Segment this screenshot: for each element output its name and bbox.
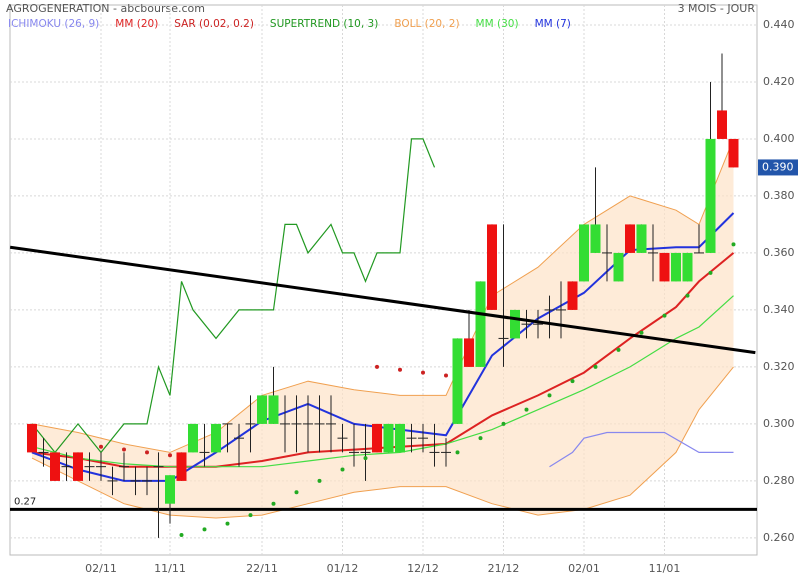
sar-dot — [145, 450, 149, 455]
indicator-line — [31, 138, 436, 454]
candle-body — [27, 423, 37, 453]
band-upper — [31, 138, 734, 453]
sar-dot — [398, 367, 402, 372]
candle-body — [475, 281, 486, 367]
candle-body — [452, 338, 463, 424]
sar-dot — [99, 444, 103, 449]
y-tick-label: 0.340 — [763, 303, 795, 316]
candle-body — [671, 252, 681, 282]
trend-line — [9, 245, 756, 355]
sar-dot — [363, 456, 368, 461]
legend-entry: ICHIMOKU (26, 9) — [8, 18, 99, 30]
candle-body — [395, 423, 405, 453]
sar-dot — [731, 242, 736, 247]
sar-dot — [444, 373, 448, 378]
sar-dot — [179, 533, 184, 538]
sar-dot — [202, 527, 207, 532]
candle-body — [165, 475, 175, 504]
y-tick-label: 0.320 — [763, 360, 795, 373]
x-tick-label: 22/11 — [246, 562, 278, 575]
candle-body — [188, 423, 198, 453]
sar-dot — [168, 453, 172, 458]
candle-body — [268, 395, 279, 424]
x-tick-label: 11/01 — [649, 562, 681, 575]
price-tag — [758, 159, 798, 176]
candle-body — [613, 252, 624, 282]
sar-dot — [122, 447, 126, 452]
x-tick-label: 02/11 — [85, 562, 117, 575]
candle-body — [257, 395, 267, 424]
x-tick-label: 11/11 — [154, 562, 186, 575]
sar-dot — [271, 501, 276, 506]
sar-dot — [524, 407, 529, 412]
sar-dot — [248, 513, 253, 518]
sar-dot — [225, 521, 230, 526]
sar-dot — [547, 393, 552, 398]
legend-entry: MM (7) — [535, 18, 571, 30]
y-tick-label: 0.260 — [763, 531, 795, 544]
y-tick-label: 0.440 — [763, 18, 795, 31]
sar-dot — [294, 490, 299, 495]
sar-dot — [501, 421, 506, 426]
sar-dot — [317, 478, 322, 483]
candle-body — [464, 338, 474, 367]
candle-body — [73, 452, 83, 481]
legend-entry: BOLL (20, 2) — [394, 18, 459, 30]
chart-title: AGROGENERATION - abcbourse.com — [6, 2, 205, 15]
indicator-line — [549, 431, 734, 468]
candle-body — [211, 423, 221, 453]
sar-dot — [639, 330, 644, 335]
sar-dot — [340, 467, 345, 472]
y-tick-label: 0.400 — [763, 132, 795, 145]
x-tick-label: 01/12 — [327, 562, 359, 575]
chart-subtitle: 3 MOIS - JOUR — [678, 2, 756, 15]
candle-body — [682, 252, 693, 282]
candle-body — [383, 423, 394, 453]
candle-body — [625, 224, 635, 253]
sar-dot — [570, 379, 575, 384]
candle-body — [636, 224, 647, 253]
sar-dot — [662, 313, 667, 318]
y-tick-label: 0.300 — [763, 417, 795, 430]
sar-dot — [421, 370, 425, 375]
candle-body — [176, 452, 187, 481]
candle-body — [705, 138, 716, 253]
sar-dot — [708, 270, 713, 275]
sar-dot — [593, 364, 598, 369]
candle-body — [510, 309, 520, 339]
candle-body — [487, 224, 497, 310]
band-area — [32, 138, 734, 518]
plot-layer — [9, 5, 757, 555]
x-tick-label: 02/01 — [568, 562, 600, 575]
legend-entry: SAR (0.02, 0.2) — [174, 18, 254, 30]
sar-dot — [478, 436, 483, 441]
candle-body — [659, 252, 670, 282]
sar-dot — [616, 347, 621, 352]
candle-body — [579, 224, 589, 282]
y-tick-label: 0.380 — [763, 189, 795, 202]
support-label: 0.27 — [14, 496, 36, 507]
legend-entry: MM (30) — [476, 18, 519, 30]
legend-entry: MM (20) — [115, 18, 158, 30]
candle-body — [50, 452, 60, 481]
y-tick-label: 0.420 — [763, 75, 795, 88]
sar-dot — [455, 450, 460, 455]
price-tag-label: 0.390 — [762, 160, 794, 173]
candle-body — [717, 110, 727, 139]
y-tick-label: 0.280 — [763, 474, 795, 487]
candle-body — [372, 423, 382, 453]
band-lower — [31, 366, 734, 519]
sar-dot — [685, 293, 690, 298]
candle-body — [567, 281, 578, 310]
legend-entry: SUPERTREND (10, 3) — [270, 18, 378, 30]
sar-dot — [375, 364, 379, 369]
candle-body — [590, 224, 601, 253]
y-tick-label: 0.360 — [763, 246, 795, 259]
x-tick-label: 21/12 — [488, 562, 520, 575]
x-tick-label: 12/12 — [407, 562, 439, 575]
candle-body — [728, 138, 739, 168]
